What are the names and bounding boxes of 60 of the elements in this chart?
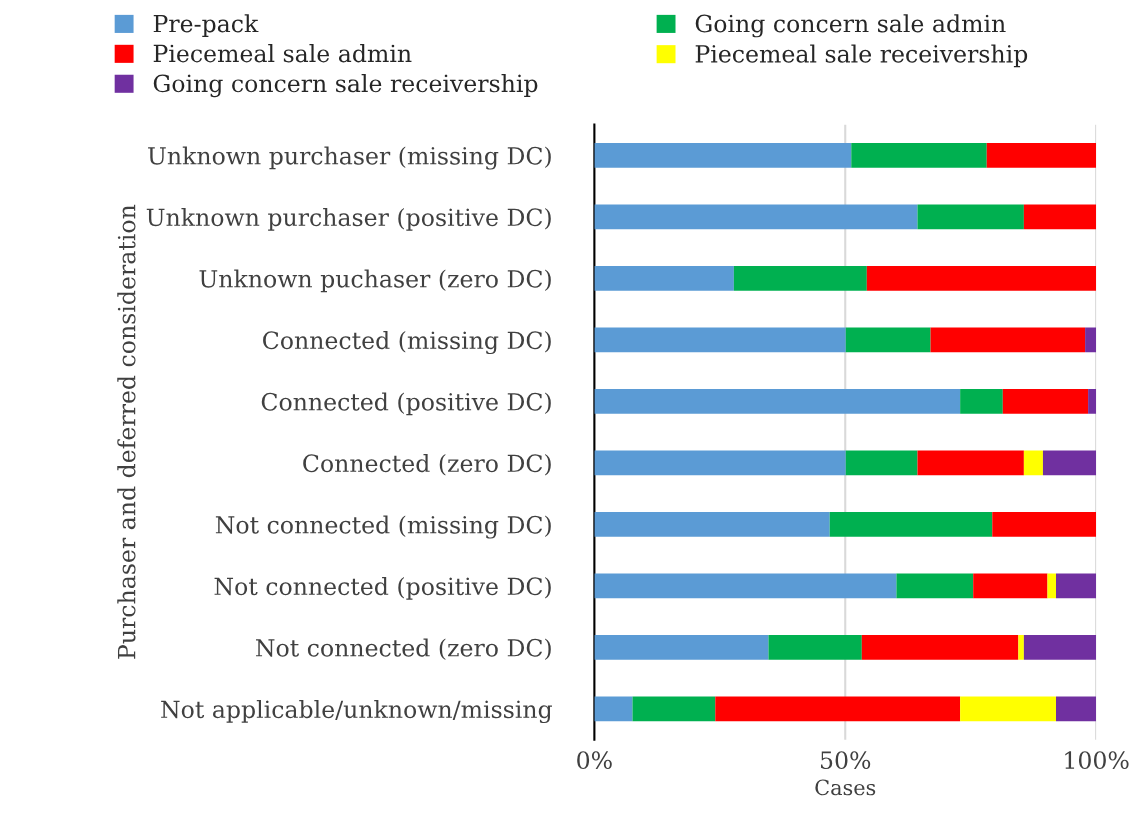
bar xyxy=(1018,635,1024,660)
bar xyxy=(845,327,931,353)
y-tick-label: Not applicable/unknown/missing xyxy=(161,699,552,724)
y-tick-label: Unknown purchaser (missing DC) xyxy=(148,146,551,170)
bar xyxy=(973,573,1048,599)
bar xyxy=(866,266,1097,291)
bar xyxy=(1055,696,1097,722)
x-tick-label: 0% xyxy=(577,751,612,770)
bar xyxy=(1002,389,1089,414)
bar xyxy=(1042,450,1097,476)
y-tick-label: Unknown puchaser (zero DC) xyxy=(199,269,551,293)
bar xyxy=(1047,573,1056,599)
bar xyxy=(960,389,1003,414)
y-tick-label: Not connected (missing DC) xyxy=(215,515,551,539)
legend-label: Going concern sale receivership xyxy=(153,74,538,98)
bar xyxy=(1085,327,1097,353)
bar xyxy=(845,450,918,476)
bar xyxy=(594,512,830,537)
bar xyxy=(594,204,918,230)
bar xyxy=(594,389,961,414)
y-axis-title: Purchaser and deferred consideration xyxy=(117,204,136,659)
bar xyxy=(768,635,862,660)
bar xyxy=(896,573,974,599)
y-tick-label: Connected (positive DC) xyxy=(261,392,551,416)
legend-label: Pre-pack xyxy=(153,14,259,38)
bar xyxy=(851,143,987,168)
bar xyxy=(917,450,1024,476)
bar xyxy=(1055,573,1097,599)
x-tick-label: 50% xyxy=(821,751,871,770)
bar xyxy=(715,696,961,722)
x-axis-title: Cases xyxy=(815,779,876,796)
bar xyxy=(594,696,633,722)
bar xyxy=(917,204,1024,230)
bar xyxy=(632,696,716,722)
bar xyxy=(1088,389,1097,414)
bar xyxy=(594,266,734,291)
y-tick-label: Unknown purchaser (positive DC) xyxy=(146,207,551,231)
bar xyxy=(930,327,1086,353)
bar xyxy=(594,635,769,660)
bar xyxy=(992,512,1097,537)
legend-label: Piecemeal sale receivership xyxy=(695,44,1028,68)
bar xyxy=(594,143,852,168)
legend-label: Going concern sale admin xyxy=(695,14,1006,38)
bar xyxy=(594,450,846,476)
bar xyxy=(594,327,846,353)
y-tick-label: Not connected (positive DC) xyxy=(214,576,551,600)
bar xyxy=(861,635,1019,660)
legend-label: Piecemeal sale admin xyxy=(153,44,412,63)
bar xyxy=(1023,450,1043,476)
x-tick-label: 100% xyxy=(1065,751,1129,770)
bar xyxy=(960,696,1056,722)
bar xyxy=(986,143,1097,168)
bar xyxy=(594,573,897,599)
bar xyxy=(733,266,867,291)
bar xyxy=(829,512,993,537)
y-tick-label: Connected (zero DC) xyxy=(303,453,551,476)
y-tick-label: Connected (missing DC) xyxy=(263,330,551,355)
bar xyxy=(1023,204,1097,230)
bar xyxy=(1023,635,1097,660)
y-tick-label: Not connected (zero DC) xyxy=(256,638,551,661)
